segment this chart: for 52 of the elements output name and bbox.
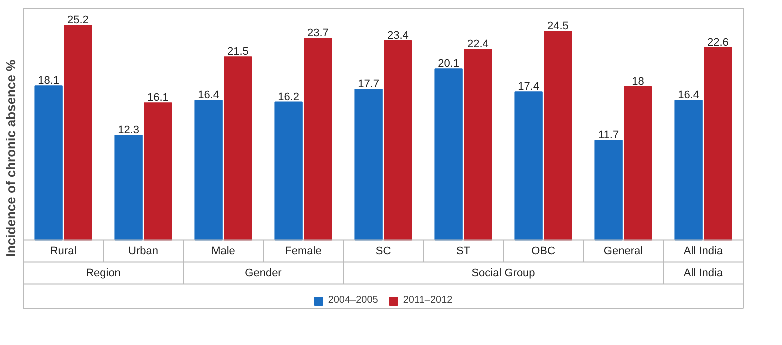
bar [274, 102, 303, 241]
bar [594, 140, 623, 241]
x-tick-label: Rural [50, 245, 77, 258]
data-label: 22.6 [707, 36, 729, 49]
bar [704, 47, 732, 241]
data-label: 23.7 [307, 27, 329, 40]
data-label: 16.4 [198, 90, 220, 102]
data-label: 16.1 [147, 92, 169, 104]
bar [434, 68, 463, 241]
bar [144, 102, 172, 241]
text: Gender [245, 267, 282, 280]
y-axis-title: Incidence of chronic absence % [4, 59, 18, 258]
data-label: 12.3 [118, 124, 140, 137]
text: Region [86, 267, 121, 280]
bar [224, 56, 252, 241]
legend-label: 2011–2012 [403, 295, 453, 306]
bar [354, 89, 383, 241]
data-label: 18.1 [38, 75, 60, 88]
data-label: 11.7 [598, 130, 620, 142]
bar [194, 100, 223, 241]
x-tick-label: Female [285, 245, 322, 258]
x-tick-label: All India [684, 245, 724, 258]
x-tick-label: General [604, 245, 644, 258]
data-label: 18 [632, 76, 644, 88]
x-tick-label: OBC [532, 245, 556, 258]
x-tick-label: Male [212, 245, 236, 258]
bar [34, 86, 63, 241]
data-label: 17.4 [518, 81, 540, 94]
bar [514, 92, 543, 241]
data-label: 22.4 [467, 38, 489, 51]
bar [384, 40, 412, 241]
bar [64, 25, 92, 241]
bar [624, 86, 652, 241]
bar [544, 31, 572, 241]
bar [674, 100, 703, 241]
bar [464, 49, 492, 241]
data-label: 24.5 [547, 20, 569, 33]
legend-label: 2004–2005 [328, 295, 378, 306]
data-label: 20.1 [438, 58, 460, 70]
data-label: 17.7 [358, 78, 380, 91]
bar [304, 38, 332, 241]
text: Social Group [472, 267, 536, 280]
data-label: 16.4 [678, 90, 700, 102]
text: All India [684, 267, 724, 280]
x-tick-label: SC [376, 245, 392, 258]
data-label: 16.2 [278, 91, 300, 104]
bar [114, 135, 143, 241]
x-tick-label: ST [456, 245, 471, 258]
data-label: 23.4 [387, 30, 409, 42]
data-label: 25.2 [67, 14, 89, 27]
data-label: 21.5 [227, 46, 249, 58]
x-tick-label: Urban [128, 245, 158, 258]
